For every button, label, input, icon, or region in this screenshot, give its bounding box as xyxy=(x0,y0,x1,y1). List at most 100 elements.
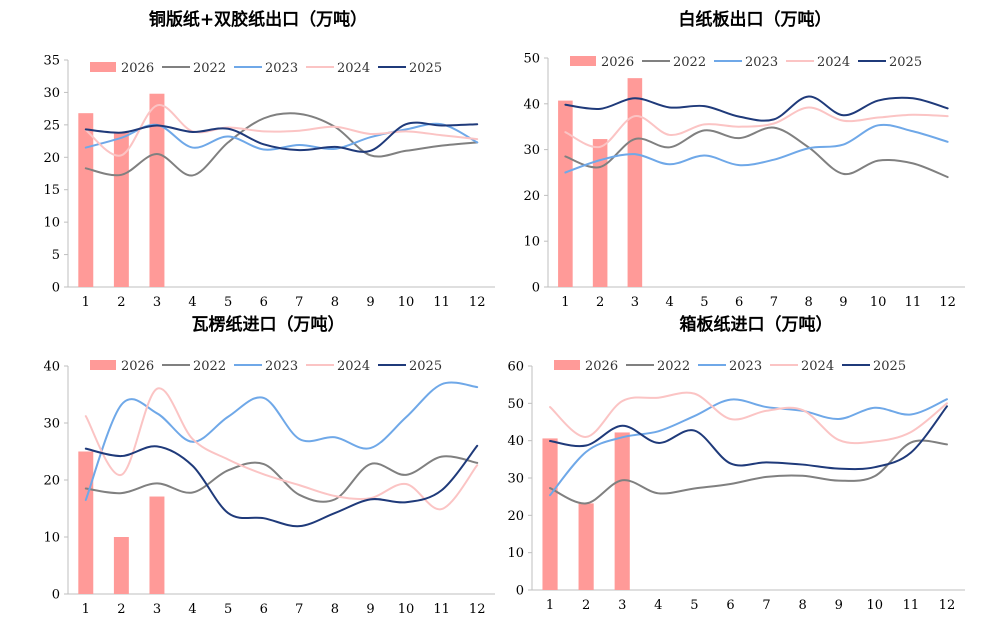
y-tick-label: 30 xyxy=(507,472,524,487)
line-series-2024 xyxy=(564,106,949,149)
x-tick-label: 10 xyxy=(867,598,884,613)
y-tick-label: 0 xyxy=(52,281,60,296)
y-tick-label: 40 xyxy=(523,97,540,112)
bar-2026-m3 xyxy=(614,432,630,590)
legend-label: 2025 xyxy=(889,55,922,70)
legend: 2026 2022 2023 2024 2025 xyxy=(570,55,922,70)
x-tick-label: 12 xyxy=(469,602,486,617)
y-tick-label: 15 xyxy=(43,183,60,198)
legend-label: 2024 xyxy=(817,55,850,70)
legend-label: 2022 xyxy=(657,359,690,374)
x-tick-label: 8 xyxy=(331,295,339,310)
line-series-2025 xyxy=(84,444,479,528)
x-tick-label: 5 xyxy=(224,295,232,310)
x-tick-label: 2 xyxy=(117,295,125,310)
y-tick-label: 0 xyxy=(516,584,524,599)
legend-label: 2022 xyxy=(193,61,226,76)
x-tick-label: 9 xyxy=(835,598,843,613)
x-tick-label: 11 xyxy=(433,602,450,617)
x-tick-label: 3 xyxy=(153,602,161,617)
y-tick-label: 20 xyxy=(507,509,524,524)
x-tick-label: 7 xyxy=(762,598,770,613)
x-tick-label: 2 xyxy=(117,602,125,617)
x-tick-label: 1 xyxy=(561,295,569,310)
y-tick-label: 10 xyxy=(507,546,524,561)
y-tick-label: 10 xyxy=(523,235,540,250)
legend-label: 2023 xyxy=(729,359,762,374)
legend-swatch-bar xyxy=(554,360,580,370)
bar-2026-m2 xyxy=(113,537,129,594)
bar-2026-m1 xyxy=(78,113,94,287)
x-tick-label: 12 xyxy=(939,598,956,613)
line-series-2022 xyxy=(84,455,479,503)
y-tick-label: 20 xyxy=(43,151,60,166)
y-tick-label: 50 xyxy=(507,397,524,412)
x-tick-label: 3 xyxy=(631,295,639,310)
bar-2026-m2 xyxy=(592,139,608,287)
y-tick-label: 5 xyxy=(52,248,60,263)
line-series-2023 xyxy=(564,123,949,174)
y-tick-label: 40 xyxy=(507,434,524,449)
x-tick-label: 12 xyxy=(939,295,956,310)
bar-2026-m3 xyxy=(149,496,165,594)
legend-label: 2024 xyxy=(337,359,370,374)
line-series-2024 xyxy=(84,387,479,511)
legend-label: 2023 xyxy=(265,359,298,374)
bar-2026-m1 xyxy=(78,451,94,594)
legend-label: 2026 xyxy=(121,61,154,76)
x-tick-label: 4 xyxy=(188,602,196,617)
y-tick-label: 40 xyxy=(43,360,60,375)
legend-label: 2026 xyxy=(121,359,154,374)
x-tick-label: 7 xyxy=(295,602,303,617)
bar-2026-m3 xyxy=(149,93,165,288)
x-tick-label: 1 xyxy=(82,602,90,617)
chart-title: 瓦楞纸进口（万吨） xyxy=(192,314,345,335)
x-tick-label: 6 xyxy=(726,598,734,613)
y-tick-label: 10 xyxy=(43,216,60,231)
x-tick-label: 11 xyxy=(903,598,920,613)
bar-2026-m3 xyxy=(627,78,643,287)
x-tick-label: 4 xyxy=(665,295,673,310)
y-tick-label: 20 xyxy=(523,189,540,204)
line-series-2022 xyxy=(549,439,948,505)
y-tick-label: 0 xyxy=(52,588,60,603)
y-tick-label: 35 xyxy=(43,54,60,69)
legend-label: 2023 xyxy=(265,61,298,76)
x-tick-label: 7 xyxy=(770,295,778,310)
x-tick-label: 10 xyxy=(870,295,887,310)
y-tick-label: 30 xyxy=(43,86,60,101)
x-tick-label: 11 xyxy=(905,295,922,310)
x-tick-label: 10 xyxy=(398,295,415,310)
legend-label: 2026 xyxy=(601,55,634,70)
legend-label: 2024 xyxy=(801,359,834,374)
x-tick-label: 5 xyxy=(690,598,698,613)
chart-title: 箱板纸进口（万吨） xyxy=(680,314,833,335)
legend: 2026 2022 2023 2024 2025 xyxy=(90,359,442,374)
x-tick-label: 12 xyxy=(469,295,486,310)
line-series-2024 xyxy=(549,391,948,445)
legend-label: 2025 xyxy=(409,61,442,76)
x-tick-label: 4 xyxy=(188,295,196,310)
bar-2026-m2 xyxy=(113,131,129,287)
line-series-2025 xyxy=(84,121,479,153)
line-series-2024 xyxy=(84,104,479,157)
x-tick-label: 1 xyxy=(546,598,554,613)
x-tick-label: 11 xyxy=(433,295,450,310)
x-tick-label: 2 xyxy=(596,295,604,310)
x-tick-label: 6 xyxy=(260,295,268,310)
x-tick-label: 3 xyxy=(153,295,161,310)
legend-label: 2026 xyxy=(585,359,618,374)
legend-label: 2022 xyxy=(673,55,706,70)
line-series-2025 xyxy=(549,405,948,471)
y-tick-label: 20 xyxy=(43,474,60,489)
line-series-2022 xyxy=(564,126,949,179)
x-tick-label: 6 xyxy=(735,295,743,310)
x-tick-label: 1 xyxy=(82,295,90,310)
x-tick-label: 7 xyxy=(295,295,303,310)
y-tick-label: 60 xyxy=(507,360,524,375)
legend-label: 2025 xyxy=(409,359,442,374)
